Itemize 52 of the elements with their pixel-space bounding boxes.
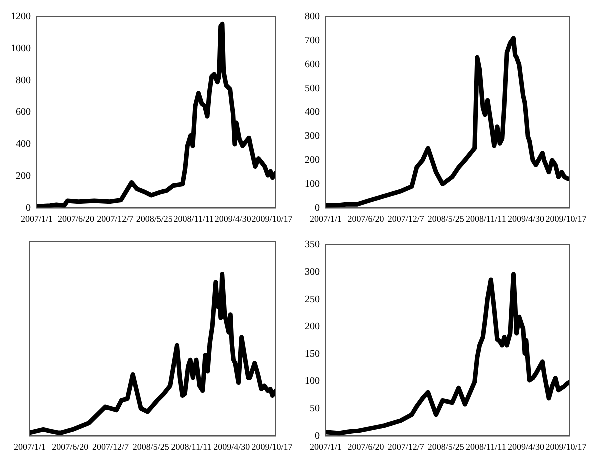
y-tick-label: 0 bbox=[315, 430, 320, 442]
y-tick-label: 350 bbox=[305, 240, 320, 251]
x-tick-label: 2008/11/11 bbox=[171, 442, 212, 452]
y-tick-label: 300 bbox=[305, 266, 320, 278]
x-tick-label: 2007/1/1 bbox=[20, 214, 54, 224]
y-tick-label: 200 bbox=[305, 155, 320, 166]
x-tick-label: 2009/4/30 bbox=[214, 442, 251, 452]
x-tick-label: 2008/5/25 bbox=[132, 442, 170, 452]
x-tick-label: 2009/4/30 bbox=[508, 214, 545, 224]
x-tick-label: 2007/12/7 bbox=[92, 442, 130, 452]
x-tick-label: 2008/11/11 bbox=[466, 442, 506, 452]
y-tick-label: 100 bbox=[305, 376, 320, 388]
x-tick-label: 2009/10/17 bbox=[546, 442, 588, 452]
x-tick-label: 2007/1/1 bbox=[310, 442, 342, 452]
x-tick-label: 2008/5/25 bbox=[428, 442, 465, 452]
y-tick-label: 250 bbox=[305, 294, 320, 306]
x-tick-label: 2007/6/20 bbox=[58, 214, 95, 224]
x-tick-label: 2008/5/25 bbox=[428, 214, 465, 224]
x-tick-label: 2007/6/20 bbox=[348, 214, 385, 224]
x-tick-label: 2007/6/20 bbox=[52, 442, 90, 452]
x-tick-label: 2009/10/17 bbox=[252, 442, 294, 452]
y-tick-label: 600 bbox=[305, 59, 320, 70]
x-tick-label: 2009/4/30 bbox=[508, 442, 545, 452]
y-tick-label: 0 bbox=[315, 202, 320, 214]
x-tick-label: 2009/10/17 bbox=[546, 214, 588, 224]
y-tick-label: 100 bbox=[305, 178, 320, 190]
x-tick-label: 2007/6/20 bbox=[348, 442, 385, 452]
y-tick-label: 800 bbox=[16, 75, 31, 86]
y-tick-label: 500 bbox=[305, 83, 320, 94]
y-tick-label: 1000 bbox=[11, 43, 31, 54]
y-tick-label: 1200 bbox=[11, 12, 31, 23]
x-tick-label: 2007/1/1 bbox=[310, 214, 342, 224]
x-tick-label: 2008/5/25 bbox=[136, 214, 174, 224]
y-tick-label: 800 bbox=[305, 12, 320, 23]
x-tick-label: 2008/11/11 bbox=[174, 214, 214, 224]
y-tick-label: 200 bbox=[305, 322, 320, 333]
x-tick-label: 2007/1/1 bbox=[14, 442, 46, 452]
x-tick-label: 2009/10/17 bbox=[252, 214, 294, 224]
y-tick-label: 0 bbox=[26, 202, 31, 214]
x-tick-label: 2007/12/7 bbox=[97, 214, 134, 224]
x-tick-label: 2008/11/11 bbox=[466, 214, 506, 224]
y-tick-label: 50 bbox=[310, 404, 320, 415]
y-tick-label: 400 bbox=[16, 139, 31, 150]
x-tick-label: 2009/4/30 bbox=[214, 214, 252, 224]
y-tick-label: 600 bbox=[16, 107, 31, 118]
y-tick-label: 400 bbox=[305, 107, 320, 118]
y-tick-label: 300 bbox=[305, 131, 320, 142]
y-tick-label: 700 bbox=[305, 36, 320, 47]
x-tick-label: 2007/12/7 bbox=[388, 442, 425, 452]
y-tick-label: 200 bbox=[16, 170, 31, 182]
x-tick-label: 2007/12/7 bbox=[388, 214, 425, 224]
y-tick-label: 150 bbox=[305, 348, 320, 360]
